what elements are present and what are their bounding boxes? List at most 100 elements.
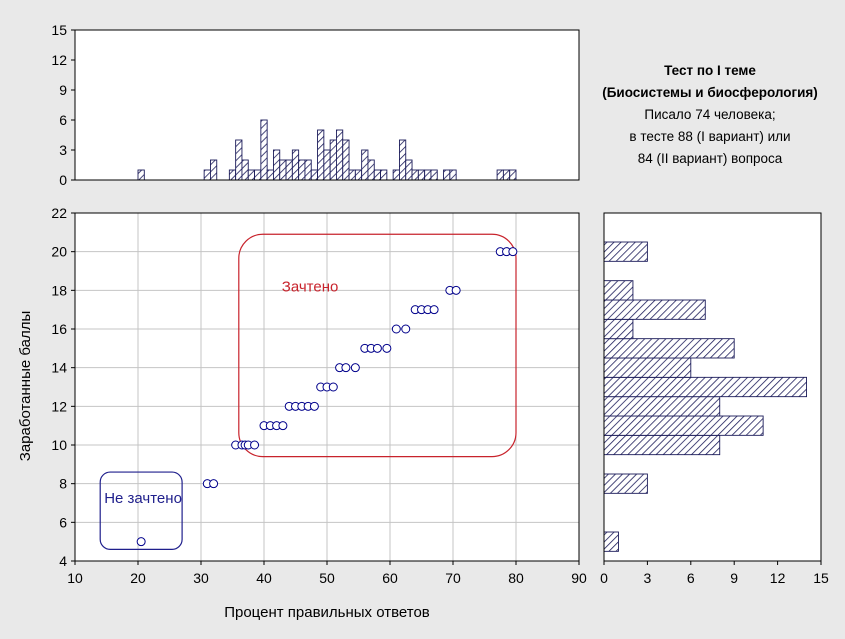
top-hist-bar [291,149,300,181]
x-tick-label: 50 [319,570,335,586]
y-tick-label: 20 [51,244,67,260]
failed-region-box [99,471,183,551]
data-point [508,247,518,257]
data-point [328,382,338,392]
x-axis-label: Процент правильных ответов [224,604,430,621]
y-tick-label: 16 [51,321,67,337]
top-hist-bar [348,169,356,181]
top-histogram-frame [74,29,580,181]
top-hist-bar [329,139,337,181]
y-tick-label: 8 [59,476,67,492]
top-hist-bar [254,169,262,181]
top-hist-bar [336,129,344,181]
caption-line-students: Писало 74 человека; [644,107,776,122]
top-hist-bar [317,129,325,181]
top-hist-y-tick-label: 6 [59,112,67,128]
data-point [391,324,401,334]
top-histogram: 0 3 6 9 12 15 [51,22,580,188]
top-hist-bar [298,159,306,181]
x-tick-label: 30 [193,570,209,586]
side-hist-x-tick-label: 3 [644,570,652,586]
top-hist-bar [417,169,426,181]
data-point [372,343,382,353]
side-hist-bar [603,376,807,398]
y-tick-label: 14 [51,360,67,376]
side-hist-x-tick-label: 12 [770,570,786,586]
x-tick-label: 60 [382,570,398,586]
data-point [278,421,288,431]
top-hist-bar [496,169,504,181]
data-point [451,285,461,295]
top-hist-bar [367,159,375,181]
passed-region-label: Зачтено [282,278,339,295]
top-hist-bar [137,169,145,181]
side-hist-bar [603,531,619,552]
x-tick-label: 70 [445,570,461,586]
side-hist-bar [603,318,634,340]
top-hist-bar [354,169,363,181]
top-hist-bar [260,119,268,181]
y-tick-label: 4 [59,553,67,569]
x-tick-label: 10 [67,570,83,586]
top-hist-bar [430,169,438,181]
top-hist-y-tick-label: 9 [59,82,67,98]
data-point [136,537,146,547]
y-axis-label: Заработанные баллы [17,311,34,461]
data-point [350,363,360,373]
side-hist-bar [603,473,648,494]
side-hist-x-tick-label: 6 [687,570,695,586]
y-tick-label: 6 [59,514,67,530]
top-hist-bar [443,169,451,181]
x-tick-label: 80 [508,570,524,586]
data-point [309,401,319,411]
side-hist-bar [603,338,735,359]
top-hist-bar [411,169,419,181]
y-tick-label: 12 [51,398,67,414]
top-hist-y-tick-label: 0 [59,172,67,188]
top-hist-y-tick-label: 3 [59,142,67,158]
caption-subtitle: (Биосистемы и биосферология) [602,85,818,100]
top-hist-bar [235,139,243,181]
top-hist-bar [266,169,274,181]
top-hist-bar [209,159,218,181]
top-hist-bar [228,169,237,181]
top-hist-bar [380,169,388,181]
caption-line-variant2: 84 (II вариант) вопроса [637,151,783,166]
y-tick-label: 22 [51,205,67,221]
side-hist-bar [603,241,648,262]
caption-title: Тест по I теме [664,63,756,78]
passed-region-box [238,233,517,458]
chart-caption: Тест по I теме (Биосистемы и биосферолог… [580,60,840,170]
x-tick-label: 90 [571,570,587,586]
caption-line-variant1: в тесте 88 (I вариант) или [629,129,791,144]
side-hist-bar [603,280,634,301]
top-hist-bar [399,139,407,181]
top-hist-bar [509,169,517,181]
top-hist-bar [273,149,281,181]
data-point [341,363,351,373]
data-point [209,479,219,489]
scatter-plot-frame [74,212,580,562]
data-point [250,440,260,450]
side-hist-bar [603,299,706,320]
x-tick-label: 40 [256,570,272,586]
top-hist-bar [310,169,319,181]
top-hist-bar [424,169,432,181]
top-hist-bar [392,169,400,181]
failed-region-label: Не зачтено [104,490,182,507]
side-hist-x-tick-label: 9 [730,570,738,586]
top-hist-bar [373,169,382,181]
side-hist-bar [603,434,721,456]
data-point [382,343,392,353]
data-point [429,305,439,315]
side-histogram: 0 3 6 9 12 15 [600,212,829,586]
data-point [401,324,411,334]
top-hist-bar [247,169,256,181]
top-hist-bar [323,149,331,181]
top-hist-bar [285,159,293,181]
top-hist-bar [279,159,287,181]
side-hist-x-tick-label: 15 [813,570,829,586]
y-tick-label: 10 [51,437,67,453]
